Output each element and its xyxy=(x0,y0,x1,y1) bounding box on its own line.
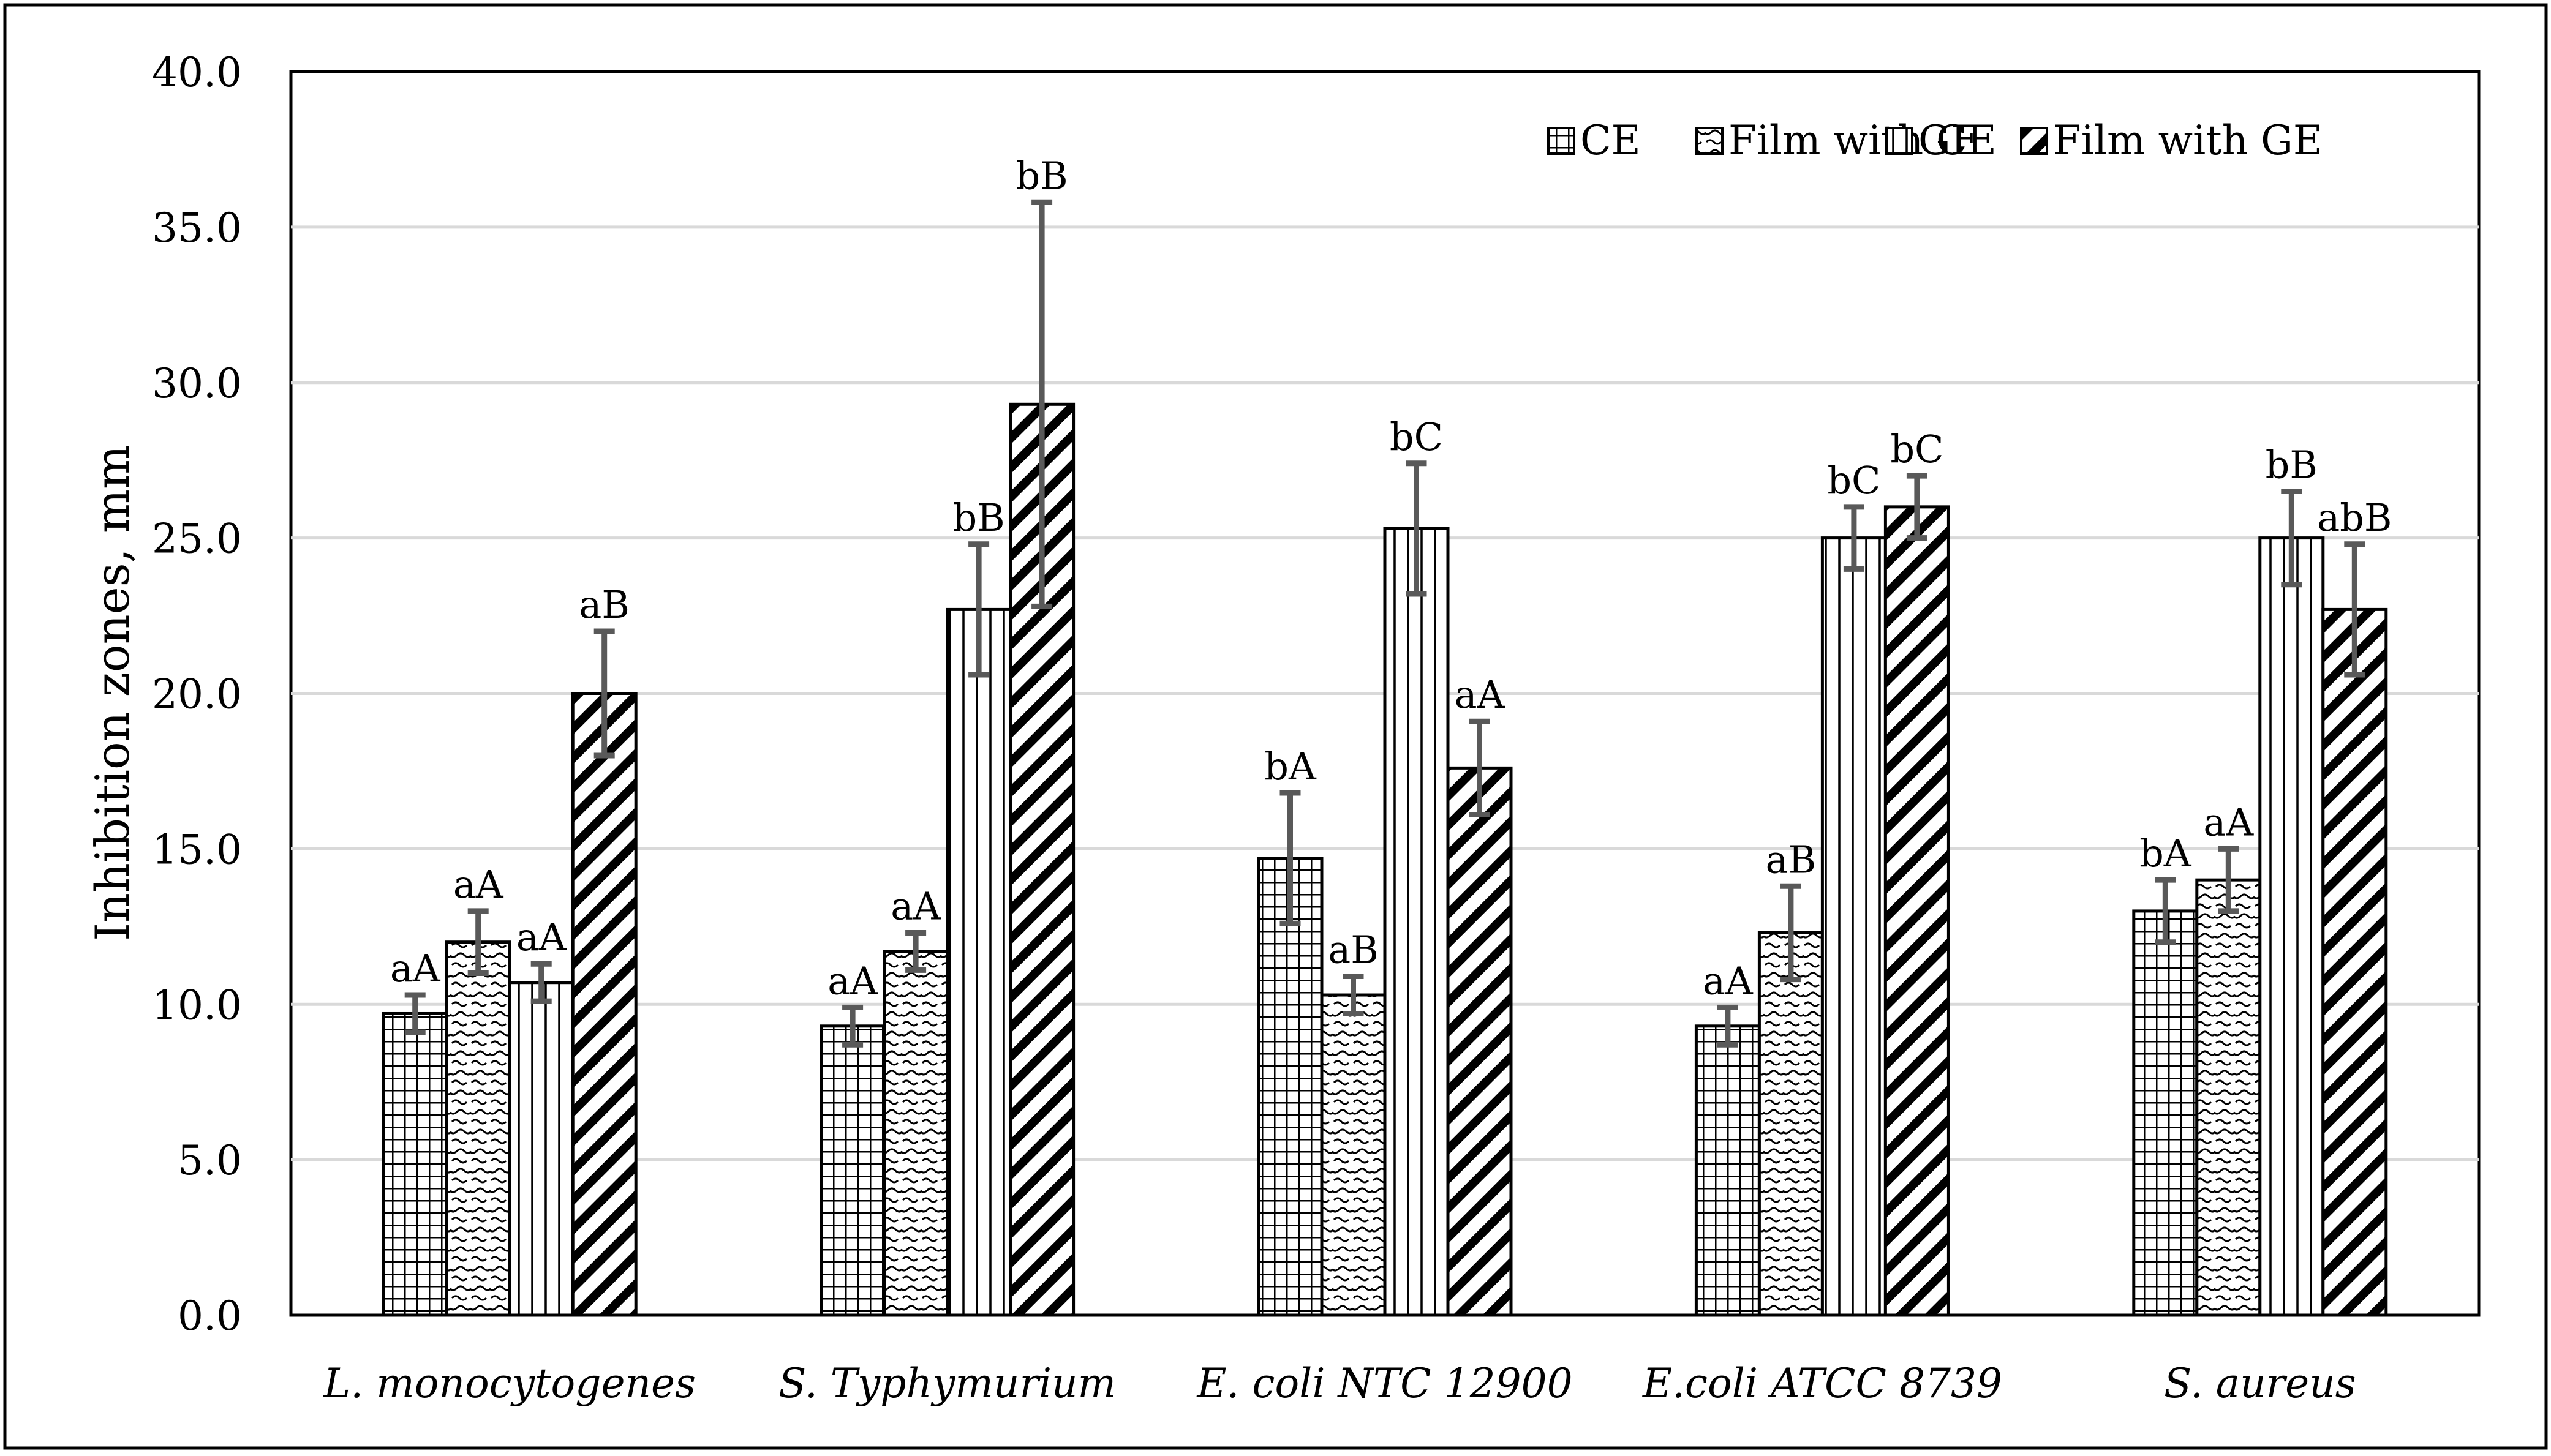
data-label: aA xyxy=(891,884,941,928)
data-label: aA xyxy=(827,958,878,1003)
bar xyxy=(946,607,1012,1317)
data-label: bB xyxy=(952,495,1004,540)
y-tick-label: 20.0 xyxy=(152,671,242,718)
legend-label: Film with GE xyxy=(2053,117,2323,164)
bar xyxy=(1320,993,1387,1317)
bar xyxy=(820,1024,886,1317)
legend-label: GE xyxy=(1918,117,1980,164)
y-axis-label: Inhibition zones, mm xyxy=(85,445,140,941)
x-tick-label: E.coli ATCC 8739 xyxy=(1642,1360,2002,1407)
x-tick-label: S. aureus xyxy=(2164,1360,2356,1407)
data-label: bC xyxy=(1890,427,1943,471)
bar xyxy=(1383,527,1450,1317)
data-label: aA xyxy=(453,862,504,907)
y-tick-label: 0.0 xyxy=(178,1293,242,1340)
x-axis-ticks: L. monocytogenes S. Typhymurium E. coli NT… xyxy=(323,1360,2356,1407)
bar xyxy=(1694,1024,1761,1317)
legend-swatch xyxy=(1547,127,1575,155)
data-label: bB xyxy=(1016,153,1068,198)
legend-label: Film with CE xyxy=(1728,117,1997,164)
bar xyxy=(1257,857,1324,1317)
data-label: aB xyxy=(579,582,630,627)
bar xyxy=(445,940,511,1317)
legend-swatch xyxy=(2020,127,2048,155)
data-label: bC xyxy=(1827,458,1880,503)
y-tick-label: 35.0 xyxy=(152,205,242,252)
legend-label: CE xyxy=(1580,117,1641,164)
bar xyxy=(2321,607,2388,1317)
bar xyxy=(1820,536,1887,1317)
bar xyxy=(1883,505,1950,1317)
data-label: aA xyxy=(516,915,567,959)
data-label: bA xyxy=(2139,831,2192,876)
y-tick-label: 5.0 xyxy=(178,1137,242,1184)
bar xyxy=(883,950,949,1317)
x-tick-label: L. monocytogenes xyxy=(323,1360,696,1407)
y-tick-label: 40.0 xyxy=(152,49,242,96)
y-tick-label: 15.0 xyxy=(152,826,242,873)
bar xyxy=(2258,536,2325,1317)
y-axis-ticks: 0.0 5.0 10.0 15.0 20.0 25.0 30.0 35.0 40.0 xyxy=(152,49,242,1340)
data-label: bA xyxy=(1264,744,1317,789)
y-tick-label: 25.0 xyxy=(152,516,242,563)
x-tick-label: S. Typhymurium xyxy=(778,1360,1116,1407)
bar xyxy=(1446,766,1513,1317)
data-label: abB xyxy=(2317,495,2392,540)
bar xyxy=(2195,878,2262,1317)
bar xyxy=(2132,909,2199,1317)
bar xyxy=(508,981,575,1317)
x-tick-label: E. coli NTC 12900 xyxy=(1196,1360,1572,1407)
data-label: bB xyxy=(2266,442,2318,487)
data-label: aA xyxy=(2203,800,2254,844)
data-label: bC xyxy=(1390,415,1443,459)
bar xyxy=(571,692,638,1317)
bar xyxy=(382,1011,448,1317)
legend-swatch xyxy=(1695,127,1724,155)
y-tick-label: 30.0 xyxy=(152,360,242,407)
data-label: aB xyxy=(1766,837,1817,882)
y-tick-label: 10.0 xyxy=(152,981,242,1029)
data-label: aA xyxy=(390,946,441,991)
legend-swatch xyxy=(1885,127,1913,155)
data-label: aA xyxy=(1455,672,1505,717)
data-label: aA xyxy=(1703,958,1754,1003)
bar xyxy=(1757,931,1824,1317)
data-label: aB xyxy=(1328,928,1379,972)
bars: aAaAaAaBaAaAbBbBbAaBbCaAaAaBbCbCbAaAbBab… xyxy=(382,153,2392,1317)
